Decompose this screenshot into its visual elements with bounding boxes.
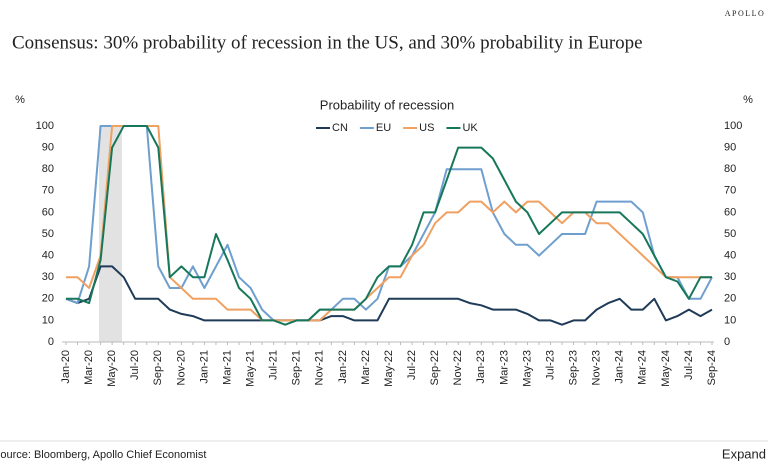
chart-title: Probability of recession bbox=[320, 97, 454, 112]
x-tick-label: May-23 bbox=[521, 350, 533, 387]
recession-shading bbox=[99, 126, 122, 342]
x-tick-label: Nov-21 bbox=[314, 350, 326, 385]
x-tick-label: Mar-23 bbox=[498, 350, 510, 385]
y2-axis-label: % bbox=[743, 94, 753, 106]
x-tick-label: Sep-22 bbox=[429, 350, 441, 385]
y2-tick-label: 90 bbox=[724, 142, 736, 154]
y-tick-label: 80 bbox=[42, 163, 54, 175]
x-tick-label: Mar-20 bbox=[83, 350, 95, 385]
series-line bbox=[65, 265, 713, 326]
y2-tick-label: 30 bbox=[724, 271, 736, 283]
x-tick-label: Jul-23 bbox=[544, 350, 556, 380]
y-axis-label: % bbox=[15, 94, 25, 106]
series-line bbox=[65, 125, 713, 322]
x-tick-label: Sep-24 bbox=[706, 350, 718, 385]
y2-tick-label: 50 bbox=[724, 228, 736, 240]
series-line bbox=[66, 125, 712, 322]
x-tick-label: Mar-22 bbox=[360, 350, 372, 385]
y-tick-label: 20 bbox=[42, 293, 54, 305]
y-tick-label: 0 bbox=[48, 336, 54, 348]
y2-tick-label: 20 bbox=[724, 293, 736, 305]
brand: APOLLO bbox=[725, 9, 766, 18]
legend-label: CN bbox=[332, 122, 348, 134]
y2-tick-label: 60 bbox=[724, 206, 736, 218]
x-tick-label: May-20 bbox=[106, 350, 118, 387]
x-tick-label: Nov-20 bbox=[175, 350, 187, 385]
x-tick-label: May-21 bbox=[244, 350, 256, 387]
x-tick-label: Mar-24 bbox=[637, 350, 649, 385]
y2-tick-label: 100 bbox=[724, 120, 742, 132]
y2-tick-label: 70 bbox=[724, 185, 736, 197]
expand-button[interactable]: Expand bbox=[722, 446, 766, 461]
x-tick-label: Jan-22 bbox=[337, 350, 349, 384]
page-title: Consensus: 30% probability of recession … bbox=[12, 32, 643, 53]
x-tick-label: Jan-24 bbox=[614, 350, 626, 384]
y2-tick-label: 0 bbox=[724, 336, 730, 348]
x-tick-label: Jul-24 bbox=[683, 350, 695, 380]
x-tick-label: Jul-22 bbox=[406, 350, 418, 380]
x-tick-label: Sep-23 bbox=[567, 350, 579, 385]
x-tick-label: Nov-22 bbox=[452, 350, 464, 385]
series-line bbox=[66, 125, 712, 326]
legend-label: EU bbox=[376, 122, 391, 134]
x-tick-label: Nov-23 bbox=[591, 350, 603, 385]
x-tick-label: Jan-23 bbox=[475, 350, 487, 384]
x-tick-label: Jan-20 bbox=[60, 350, 72, 384]
legend-label: US bbox=[419, 122, 434, 134]
y-tick-label: 50 bbox=[42, 228, 54, 240]
x-tick-label: May-22 bbox=[383, 350, 395, 387]
y-tick-label: 60 bbox=[42, 206, 54, 218]
x-tick-label: Sep-20 bbox=[152, 350, 164, 385]
x-tick-label: Sep-21 bbox=[291, 350, 303, 385]
y-tick-label: 10 bbox=[42, 314, 54, 326]
x-tick-label: Mar-21 bbox=[221, 350, 233, 385]
y-tick-label: 100 bbox=[36, 120, 54, 132]
x-tick-label: Jul-21 bbox=[268, 350, 280, 380]
y-tick-label: 70 bbox=[42, 185, 54, 197]
y-tick-label: 30 bbox=[42, 271, 54, 283]
y-tick-label: 40 bbox=[42, 250, 54, 262]
y2-tick-label: 80 bbox=[724, 163, 736, 175]
y2-tick-label: 40 bbox=[724, 250, 736, 262]
legend-label: UK bbox=[462, 122, 478, 134]
x-tick-label: Jan-21 bbox=[198, 350, 210, 384]
x-tick-label: Jul-20 bbox=[129, 350, 141, 380]
y-tick-label: 90 bbox=[42, 142, 54, 154]
y2-tick-label: 10 bbox=[724, 314, 736, 326]
x-tick-label: May-24 bbox=[660, 350, 672, 387]
source-note: Source: Bloomberg, Apollo Chief Economis… bbox=[0, 449, 206, 461]
